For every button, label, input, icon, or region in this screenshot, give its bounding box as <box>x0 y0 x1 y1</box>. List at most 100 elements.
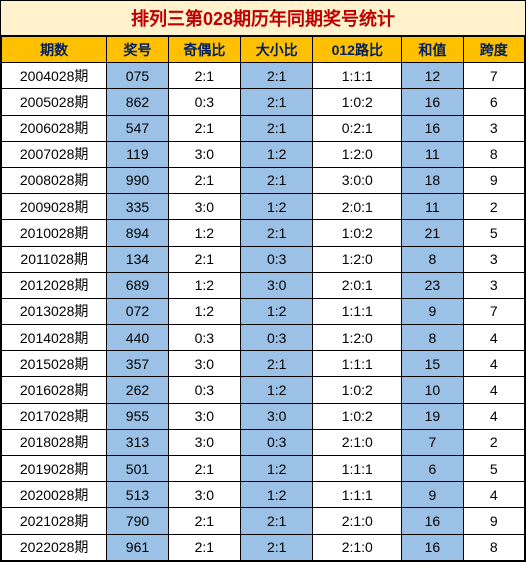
table-cell: 1:0:2 <box>313 220 402 246</box>
table-cell: 2012028期 <box>2 272 107 298</box>
table-cell: 6 <box>402 456 463 482</box>
table-cell: 2:1 <box>241 167 313 193</box>
table-cell: 2:0:1 <box>313 272 402 298</box>
table-cell: 2015028期 <box>2 351 107 377</box>
table-cell: 1:0:2 <box>313 403 402 429</box>
table-cell: 3:0 <box>168 429 240 455</box>
table-cell: 0:3 <box>168 377 240 403</box>
table-cell: 9 <box>463 508 524 534</box>
table-cell: 335 <box>107 194 168 220</box>
table-cell: 4 <box>463 325 524 351</box>
table-row: 2017028期9553:03:01:0:2194 <box>2 403 525 429</box>
table-cell: 075 <box>107 63 168 89</box>
table-cell: 1:2:0 <box>313 141 402 167</box>
table-cell: 2:1 <box>168 167 240 193</box>
table-cell: 9 <box>463 167 524 193</box>
table-cell: 2010028期 <box>2 220 107 246</box>
table-cell: 5 <box>463 220 524 246</box>
table-cell: 8 <box>402 325 463 351</box>
table-cell: 2:1 <box>168 115 240 141</box>
table-cell: 3:0 <box>241 272 313 298</box>
table-row: 2022028期9612:12:12:1:0168 <box>2 534 525 560</box>
header-cell: 奖号 <box>107 37 168 63</box>
table-cell: 1:0:2 <box>313 377 402 403</box>
table-cell: 0:3 <box>168 325 240 351</box>
table-cell: 1:1:1 <box>313 298 402 324</box>
table-cell: 2018028期 <box>2 429 107 455</box>
table-cell: 2:1 <box>241 63 313 89</box>
table-title: 排列三第028期历年同期奖号统计 <box>1 1 525 36</box>
table-cell: 2:0:1 <box>313 194 402 220</box>
table-cell: 11 <box>402 194 463 220</box>
table-cell: 862 <box>107 89 168 115</box>
table-cell: 1:2 <box>241 377 313 403</box>
table-row: 2007028期1193:01:21:2:0118 <box>2 141 525 167</box>
table-row: 2004028期0752:12:11:1:1127 <box>2 63 525 89</box>
header-cell: 奇偶比 <box>168 37 240 63</box>
table-cell: 1:2 <box>241 456 313 482</box>
table-cell: 2006028期 <box>2 115 107 141</box>
table-cell: 12 <box>402 63 463 89</box>
table-cell: 2021028期 <box>2 508 107 534</box>
table-cell: 8 <box>463 141 524 167</box>
table-cell: 2:1 <box>168 63 240 89</box>
table-cell: 894 <box>107 220 168 246</box>
table-cell: 1:1:1 <box>313 351 402 377</box>
table-cell: 4 <box>463 482 524 508</box>
table-cell: 357 <box>107 351 168 377</box>
table-cell: 2022028期 <box>2 534 107 560</box>
table-row: 2013028期0721:21:21:1:197 <box>2 298 525 324</box>
header-cell: 012路比 <box>313 37 402 63</box>
table-cell: 547 <box>107 115 168 141</box>
table-cell: 6 <box>463 89 524 115</box>
table-cell: 2007028期 <box>2 141 107 167</box>
table-cell: 2020028期 <box>2 482 107 508</box>
table-cell: 18 <box>402 167 463 193</box>
table-cell: 1:2 <box>168 220 240 246</box>
table-cell: 2:1 <box>168 534 240 560</box>
table-row: 2011028期1342:10:31:2:083 <box>2 246 525 272</box>
table-row: 2010028期8941:22:11:0:2215 <box>2 220 525 246</box>
table-cell: 3:0 <box>168 351 240 377</box>
table-cell: 2:1 <box>168 456 240 482</box>
table-cell: 1:2 <box>241 298 313 324</box>
table-cell: 1:2 <box>168 298 240 324</box>
table-cell: 8 <box>463 534 524 560</box>
table-cell: 2:1:0 <box>313 508 402 534</box>
table-cell: 10 <box>402 377 463 403</box>
table-cell: 2:1 <box>241 534 313 560</box>
table-cell: 2:1:0 <box>313 429 402 455</box>
table-cell: 1:0:2 <box>313 89 402 115</box>
table-cell: 2:1 <box>241 351 313 377</box>
header-cell: 和值 <box>402 37 463 63</box>
table-cell: 689 <box>107 272 168 298</box>
table-cell: 2:1 <box>168 508 240 534</box>
table-cell: 16 <box>402 508 463 534</box>
table-row: 2005028期8620:32:11:0:2166 <box>2 89 525 115</box>
table-cell: 9 <box>402 298 463 324</box>
table-row: 2015028期3573:02:11:1:1154 <box>2 351 525 377</box>
table-cell: 23 <box>402 272 463 298</box>
table-cell: 2011028期 <box>2 246 107 272</box>
table-cell: 501 <box>107 456 168 482</box>
table-cell: 1:1:1 <box>313 63 402 89</box>
table-cell: 3 <box>463 115 524 141</box>
table-cell: 1:2:0 <box>313 325 402 351</box>
table-cell: 4 <box>463 403 524 429</box>
table-cell: 2:1 <box>241 89 313 115</box>
table-cell: 7 <box>463 298 524 324</box>
table-cell: 513 <box>107 482 168 508</box>
table-cell: 9 <box>402 482 463 508</box>
table-cell: 072 <box>107 298 168 324</box>
table-cell: 4 <box>463 351 524 377</box>
table-cell: 440 <box>107 325 168 351</box>
table-cell: 3:0 <box>241 403 313 429</box>
table-row: 2020028期5133:01:21:1:194 <box>2 482 525 508</box>
lottery-stats-table: 排列三第028期历年同期奖号统计 期数奖号奇偶比大小比012路比和值跨度 200… <box>0 0 526 562</box>
table-cell: 16 <box>402 534 463 560</box>
table-header: 期数奖号奇偶比大小比012路比和值跨度 <box>2 37 525 63</box>
table-cell: 262 <box>107 377 168 403</box>
table-cell: 1:2 <box>241 194 313 220</box>
table-cell: 2 <box>463 194 524 220</box>
table-cell: 2014028期 <box>2 325 107 351</box>
